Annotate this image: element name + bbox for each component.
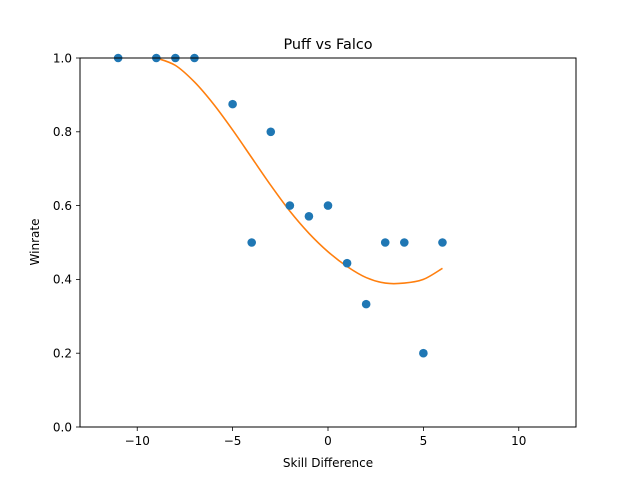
x-tick-label: 5: [420, 434, 428, 448]
scatter-point: [285, 201, 295, 210]
scatter-point: [323, 201, 333, 210]
scatter-point: [266, 127, 276, 137]
scatter-point: [419, 348, 428, 358]
y-tick-label: 0.6: [53, 199, 72, 213]
x-tick-label: −10: [125, 434, 150, 448]
chart-marks: [113, 53, 447, 358]
x-tick-label: −5: [224, 434, 242, 448]
scatter-point: [247, 238, 256, 247]
scatter-point: [361, 299, 371, 309]
y-axis-label: Winrate: [28, 219, 42, 266]
scatter-point: [380, 238, 390, 247]
chart-title: Puff vs Falco: [283, 37, 372, 53]
scatter-point: [342, 258, 352, 268]
trend-line: [156, 57, 443, 285]
axis-ticks: −10 −5 0 5 10 0.0 0.2 0.4 0.6 0.8 1.0: [53, 51, 527, 448]
scatter-point: [400, 238, 409, 247]
scatter-point: [228, 99, 237, 109]
x-tick-label: 10: [511, 434, 526, 448]
y-tick-label: 1.0: [53, 51, 72, 65]
y-tick-label: 0.0: [53, 420, 72, 434]
x-tick-label: 0: [324, 434, 332, 448]
y-tick-label: 0.8: [53, 125, 72, 139]
plot-area: [80, 58, 576, 427]
x-axis-label: Skill Difference: [283, 456, 373, 470]
y-tick-label: 0.2: [53, 347, 72, 361]
scatter-point: [438, 238, 447, 247]
y-tick-label: 0.4: [53, 273, 72, 287]
scatter-point: [304, 212, 314, 221]
